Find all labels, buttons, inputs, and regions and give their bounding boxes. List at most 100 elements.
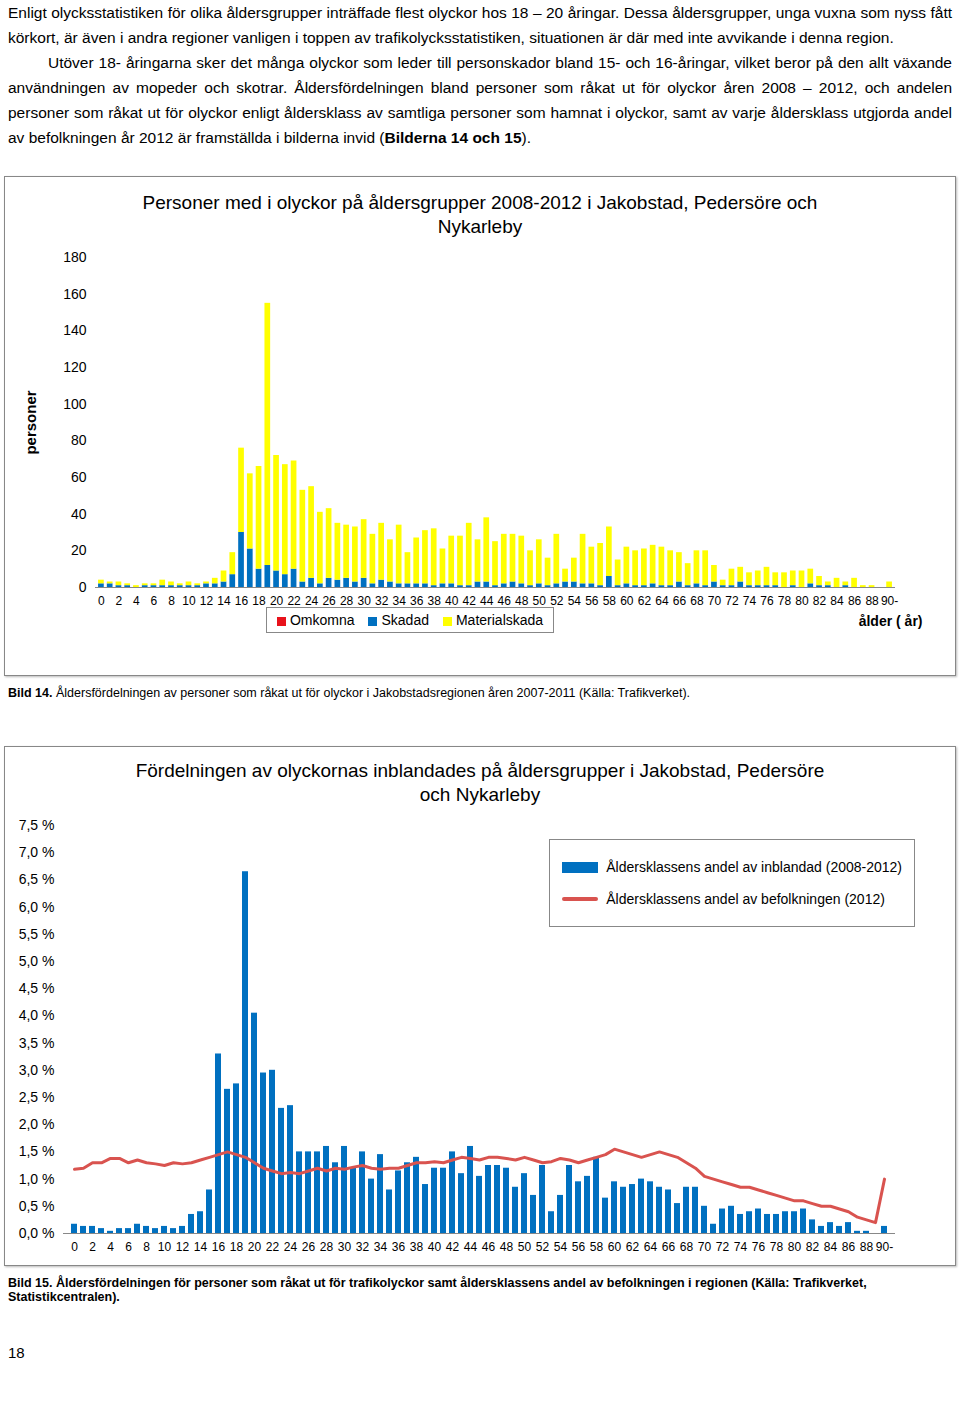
- svg-text:30: 30: [338, 1240, 352, 1254]
- svg-text:0,5 %: 0,5 %: [19, 1198, 55, 1214]
- svg-text:10: 10: [182, 594, 196, 608]
- svg-text:ålder ( år): ålder ( år): [859, 613, 923, 629]
- svg-text:4,5 %: 4,5 %: [19, 980, 55, 996]
- svg-text:76: 76: [760, 594, 774, 608]
- svg-text:8: 8: [143, 1240, 150, 1254]
- svg-text:52: 52: [550, 594, 564, 608]
- svg-text:2: 2: [89, 1240, 96, 1254]
- svg-text:18: 18: [230, 1240, 244, 1254]
- svg-text:20: 20: [270, 594, 284, 608]
- svg-text:36: 36: [392, 1240, 406, 1254]
- svg-text:86: 86: [842, 1240, 856, 1254]
- svg-text:50: 50: [533, 594, 547, 608]
- svg-text:2: 2: [116, 594, 123, 608]
- svg-text:90-: 90-: [881, 594, 898, 608]
- svg-text:20: 20: [71, 542, 87, 558]
- svg-text:8: 8: [168, 594, 175, 608]
- svg-text:6,0 %: 6,0 %: [19, 899, 55, 915]
- svg-text:70: 70: [708, 594, 722, 608]
- svg-text:22: 22: [287, 594, 301, 608]
- svg-text:6: 6: [151, 594, 158, 608]
- svg-text:6: 6: [125, 1240, 132, 1254]
- svg-text:80: 80: [795, 594, 809, 608]
- svg-text:86: 86: [848, 594, 862, 608]
- svg-text:62: 62: [638, 594, 652, 608]
- svg-text:38: 38: [428, 594, 442, 608]
- svg-text:1,5 %: 1,5 %: [19, 1143, 55, 1159]
- svg-text:50: 50: [518, 1240, 532, 1254]
- svg-text:12: 12: [176, 1240, 190, 1254]
- svg-text:46: 46: [498, 594, 512, 608]
- svg-text:24: 24: [305, 594, 319, 608]
- svg-text:44: 44: [480, 594, 494, 608]
- svg-text:20: 20: [248, 1240, 262, 1254]
- svg-text:60: 60: [608, 1240, 622, 1254]
- svg-text:72: 72: [716, 1240, 730, 1254]
- svg-text:160: 160: [63, 286, 87, 302]
- svg-text:120: 120: [63, 359, 87, 375]
- svg-text:4: 4: [133, 594, 140, 608]
- svg-text:32: 32: [356, 1240, 370, 1254]
- svg-text:2,5 %: 2,5 %: [19, 1089, 55, 1105]
- svg-text:38: 38: [410, 1240, 424, 1254]
- svg-text:5,5 %: 5,5 %: [19, 926, 55, 942]
- svg-text:54: 54: [554, 1240, 568, 1254]
- svg-text:4,0 %: 4,0 %: [19, 1007, 55, 1023]
- svg-text:82: 82: [806, 1240, 820, 1254]
- svg-text:36: 36: [410, 594, 424, 608]
- svg-text:16: 16: [235, 594, 249, 608]
- svg-text:40: 40: [445, 594, 459, 608]
- svg-text:40: 40: [428, 1240, 442, 1254]
- svg-text:2,0 %: 2,0 %: [19, 1116, 55, 1132]
- svg-text:180: 180: [63, 249, 87, 265]
- svg-text:6,5 %: 6,5 %: [19, 871, 55, 887]
- svg-text:78: 78: [770, 1240, 784, 1254]
- svg-text:1,0 %: 1,0 %: [19, 1171, 55, 1187]
- svg-text:48: 48: [500, 1240, 514, 1254]
- svg-text:66: 66: [662, 1240, 676, 1254]
- svg-text:12: 12: [200, 594, 214, 608]
- svg-text:46: 46: [482, 1240, 496, 1254]
- svg-text:88: 88: [865, 594, 879, 608]
- svg-text:28: 28: [320, 1240, 334, 1254]
- svg-text:68: 68: [680, 1240, 694, 1254]
- svg-text:22: 22: [266, 1240, 280, 1254]
- svg-text:84: 84: [830, 594, 844, 608]
- svg-text:personer: personer: [22, 390, 39, 454]
- svg-text:78: 78: [778, 594, 792, 608]
- svg-text:26: 26: [302, 1240, 316, 1254]
- svg-text:48: 48: [515, 594, 529, 608]
- svg-text:10: 10: [158, 1240, 172, 1254]
- svg-text:80: 80: [788, 1240, 802, 1254]
- svg-text:30: 30: [357, 594, 371, 608]
- svg-text:24: 24: [284, 1240, 298, 1254]
- svg-text:66: 66: [673, 594, 687, 608]
- svg-text:34: 34: [392, 594, 406, 608]
- svg-text:0: 0: [98, 594, 105, 608]
- svg-text:14: 14: [217, 594, 231, 608]
- svg-text:84: 84: [824, 1240, 838, 1254]
- svg-text:74: 74: [743, 594, 757, 608]
- svg-text:64: 64: [644, 1240, 658, 1254]
- svg-text:140: 140: [63, 322, 87, 338]
- svg-text:52: 52: [536, 1240, 550, 1254]
- svg-text:14: 14: [194, 1240, 208, 1254]
- svg-text:42: 42: [463, 594, 477, 608]
- svg-text:26: 26: [322, 594, 336, 608]
- svg-text:5,0 %: 5,0 %: [19, 953, 55, 969]
- svg-text:58: 58: [603, 594, 617, 608]
- svg-text:64: 64: [655, 594, 669, 608]
- svg-text:0: 0: [71, 1240, 78, 1254]
- svg-text:18: 18: [252, 594, 266, 608]
- svg-text:42: 42: [446, 1240, 460, 1254]
- svg-text:3,0 %: 3,0 %: [19, 1062, 55, 1078]
- svg-text:4: 4: [107, 1240, 114, 1254]
- svg-text:54: 54: [568, 594, 582, 608]
- svg-text:34: 34: [374, 1240, 388, 1254]
- svg-text:58: 58: [590, 1240, 604, 1254]
- svg-text:56: 56: [585, 594, 599, 608]
- svg-text:16: 16: [212, 1240, 226, 1254]
- svg-text:56: 56: [572, 1240, 586, 1254]
- svg-text:62: 62: [626, 1240, 640, 1254]
- svg-text:76: 76: [752, 1240, 766, 1254]
